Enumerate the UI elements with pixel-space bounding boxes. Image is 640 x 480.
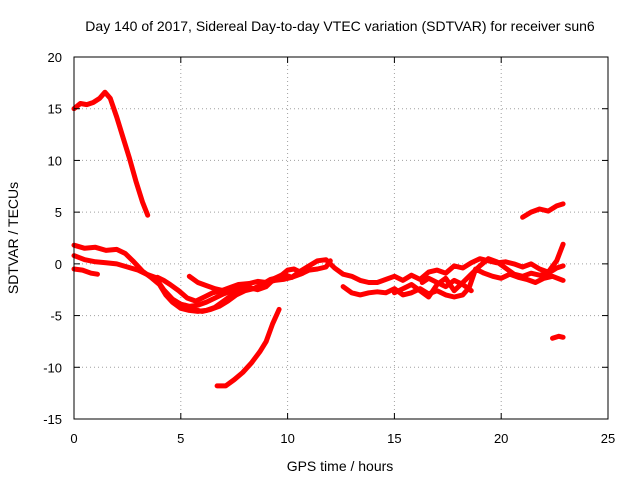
y-tick-label: 5 xyxy=(55,205,62,220)
y-tick-label: 10 xyxy=(48,153,62,168)
series-track-10 xyxy=(391,256,566,300)
x-tick-label: 10 xyxy=(280,431,294,446)
series-track-7 xyxy=(186,273,235,295)
y-tick-label: -10 xyxy=(43,360,62,375)
x-axis-label: GPS time / hours xyxy=(287,458,394,474)
series-track-6 xyxy=(182,266,306,314)
x-tick-label: 25 xyxy=(601,431,615,446)
y-tick-label: 20 xyxy=(48,50,62,65)
series-track-1 xyxy=(71,89,151,218)
series-track-11 xyxy=(419,275,474,294)
plot-frame xyxy=(73,56,609,420)
series-layer xyxy=(71,89,566,389)
y-tick-label: -15 xyxy=(43,412,62,427)
x-tick-label: 5 xyxy=(177,431,184,446)
y-tick-label: 15 xyxy=(48,102,62,117)
series-track-4 xyxy=(71,266,100,277)
grid-lines xyxy=(74,57,608,419)
series-track-3 xyxy=(71,253,252,309)
series-track-9 xyxy=(340,266,566,300)
x-tick-label: 0 xyxy=(70,431,77,446)
y-tick-label: 0 xyxy=(55,257,62,272)
series-track-12 xyxy=(520,201,566,220)
series-track-8 xyxy=(214,306,282,389)
x-tick-label: 15 xyxy=(387,431,401,446)
y-axis-label: SDTVAR / TECUs xyxy=(5,182,21,294)
axis-ticks: 0 5 10 15 20 25 -15 -10 -5 0 5 10 15 20 xyxy=(43,50,615,446)
chart-title: Day 140 of 2017, Sidereal Day-to-day VTE… xyxy=(85,18,595,34)
series-track-13 xyxy=(550,333,566,341)
y-tick-label: -5 xyxy=(50,309,62,324)
x-tick-label: 20 xyxy=(494,431,508,446)
